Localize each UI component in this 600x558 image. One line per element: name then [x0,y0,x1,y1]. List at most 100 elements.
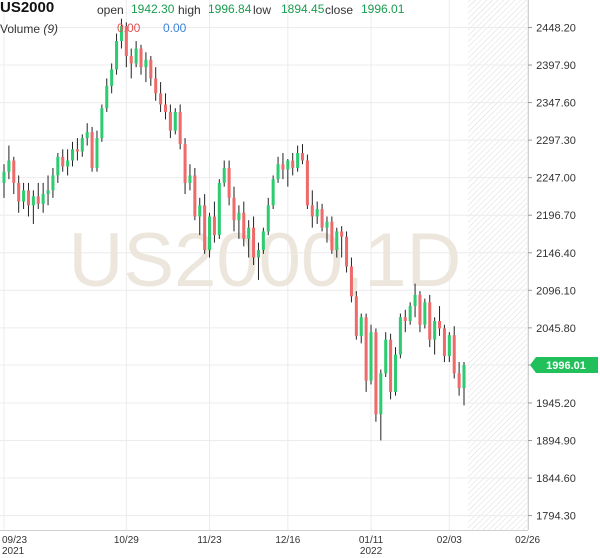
price-tick-label: 2196.70 [536,210,576,222]
candle-body [296,153,300,168]
candle-body [217,182,221,236]
last-price-label: 1996.01 [546,360,586,372]
price-tick-label: 2297.30 [536,135,576,147]
price-tick-label: 2146.40 [536,248,576,260]
candle-body [85,132,89,139]
candle-body [384,339,388,374]
candle-body [100,108,104,139]
candle-body [408,306,412,321]
price-tick-label: 2397.90 [536,60,576,72]
candle-body [46,190,50,195]
low-value: 1894.45 [281,2,325,16]
candle-body [95,138,99,168]
low-label: low [253,3,272,17]
price-tick-label: 2045.80 [536,323,576,335]
price-tick-label: 2247.00 [536,173,576,185]
high-label: high [178,3,201,17]
time-tick-label: 09/23 [2,535,27,546]
price-tick-label: 1945.20 [536,398,576,410]
price-tick-label: 1894.90 [536,435,576,447]
candle-body [51,175,55,191]
candle-body [364,317,368,381]
candle-body [379,373,383,415]
candle-body [36,196,40,204]
candle-body [56,156,60,176]
candle-body [247,227,251,239]
price-tick-label: 1844.60 [536,473,576,485]
candle-body [159,93,163,105]
candle-body [261,231,265,251]
candle-body [281,164,285,170]
candle-body [340,231,344,237]
candle-body [17,182,21,202]
candle-body [315,209,319,217]
candle-body [222,167,226,183]
candle-body [183,144,187,183]
candle-body [41,194,45,204]
candle-body [438,320,442,329]
candle-body [203,205,207,251]
candle-body [335,231,339,251]
open-value: 1942.30 [131,2,175,16]
candle-body [208,216,212,251]
candle-body [389,339,393,392]
candle-body [80,138,84,152]
time-tick-label: 10/29 [114,535,139,546]
candle-body [149,59,153,79]
candle-body [105,85,109,109]
candle-body [452,335,456,374]
last-price-tag [530,357,598,374]
future-area [468,0,528,530]
candle-body [31,196,35,206]
candle-body [90,132,94,168]
candle-body [349,266,353,297]
volume-label: Volume (9) [0,22,59,36]
close-label: close [325,3,354,17]
open-label: open [97,3,124,17]
candle-body [26,190,30,206]
candle-body [198,205,202,217]
time-tick-label: 12/16 [275,535,300,546]
price-tick-label: 2096.10 [536,285,576,297]
watermark-text: US2000,1D [69,218,462,303]
candle-body [61,156,65,167]
candle-body [154,78,158,94]
candle-body [173,111,177,131]
symbol-title: US2000 [0,0,55,16]
candle-body [354,296,358,336]
candle-body [168,111,172,131]
time-tick-year: 2021 [2,546,25,557]
candle-body [320,209,324,228]
candle-body [232,197,236,221]
candle-body [193,175,197,217]
candle-body [369,332,373,381]
time-tick-label: 02/26 [515,535,540,546]
candle-body [134,48,138,64]
candle-body [75,149,79,152]
candle-body [129,55,133,64]
candle-body [428,302,432,340]
candle-body [418,294,422,325]
candle-body [22,190,26,202]
candle-body [442,328,446,357]
candle-body [403,317,407,321]
time-tick-label: 11/23 [197,535,222,546]
price-tick-label: 2448.20 [536,22,576,34]
candle-body [276,164,280,180]
candle-body [433,320,437,340]
candle-body [144,59,148,68]
chart-header: US2000 open 1942.30 high 1996.84 low 189… [0,0,600,38]
candle-body [305,160,309,206]
candle-body [398,317,402,355]
candle-body [457,373,461,389]
candle-body [66,160,70,167]
time-tick-year: 2022 [360,546,383,557]
candle-body [359,317,363,336]
candle-body [227,167,231,198]
candle-body [70,149,75,161]
volume-value-1: 0.00 [117,21,141,35]
candle-body [2,171,6,183]
candle-body [374,332,378,415]
close-value: 1996.01 [361,2,405,16]
